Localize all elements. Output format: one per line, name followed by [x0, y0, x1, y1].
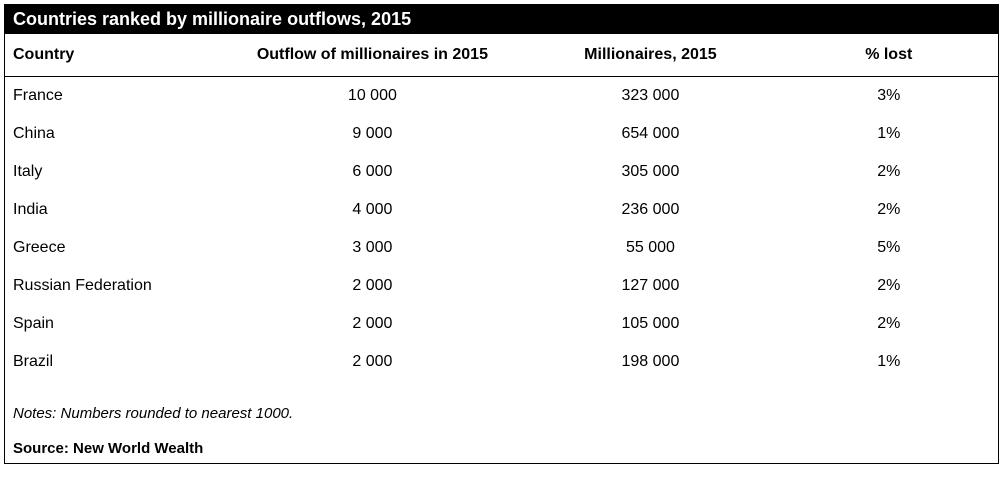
cell-outflow: 4 000: [223, 191, 521, 229]
table-row: China 9 000 654 000 1%: [5, 115, 998, 153]
header-outflow: Outflow of millionaires in 2015: [223, 34, 521, 77]
cell-outflow: 6 000: [223, 153, 521, 191]
cell-pct-lost: 3%: [780, 77, 998, 116]
cell-millionaires: 198 000: [521, 343, 779, 381]
cell-outflow: 2 000: [223, 305, 521, 343]
data-table: Country Outflow of millionaires in 2015 …: [5, 34, 998, 381]
cell-outflow: 3 000: [223, 229, 521, 267]
cell-pct-lost: 5%: [780, 229, 998, 267]
cell-country: Russian Federation: [5, 267, 223, 305]
table-container: Countries ranked by millionaire outflows…: [4, 4, 999, 464]
table-row: Brazil 2 000 198 000 1%: [5, 343, 998, 381]
header-pct-lost: % lost: [780, 34, 998, 77]
cell-pct-lost: 2%: [780, 191, 998, 229]
cell-pct-lost: 2%: [780, 153, 998, 191]
table-notes: Notes: Numbers rounded to nearest 1000.: [5, 381, 998, 434]
cell-country: China: [5, 115, 223, 153]
header-row: Country Outflow of millionaires in 2015 …: [5, 34, 998, 77]
table-row: France 10 000 323 000 3%: [5, 77, 998, 116]
cell-outflow: 2 000: [223, 343, 521, 381]
table-row: Russian Federation 2 000 127 000 2%: [5, 267, 998, 305]
cell-country: Brazil: [5, 343, 223, 381]
cell-millionaires: 236 000: [521, 191, 779, 229]
cell-country: Italy: [5, 153, 223, 191]
table-row: Spain 2 000 105 000 2%: [5, 305, 998, 343]
header-millionaires: Millionaires, 2015: [521, 34, 779, 77]
cell-millionaires: 127 000: [521, 267, 779, 305]
cell-outflow: 10 000: [223, 77, 521, 116]
table-body: France 10 000 323 000 3% China 9 000 654…: [5, 77, 998, 382]
cell-millionaires: 105 000: [521, 305, 779, 343]
cell-country: France: [5, 77, 223, 116]
cell-country: Greece: [5, 229, 223, 267]
table-row: India 4 000 236 000 2%: [5, 191, 998, 229]
table-row: Italy 6 000 305 000 2%: [5, 153, 998, 191]
cell-pct-lost: 1%: [780, 343, 998, 381]
table-row: Greece 3 000 55 000 5%: [5, 229, 998, 267]
header-country: Country: [5, 34, 223, 77]
cell-millionaires: 654 000: [521, 115, 779, 153]
cell-pct-lost: 1%: [780, 115, 998, 153]
cell-pct-lost: 2%: [780, 305, 998, 343]
cell-pct-lost: 2%: [780, 267, 998, 305]
cell-millionaires: 55 000: [521, 229, 779, 267]
cell-outflow: 9 000: [223, 115, 521, 153]
cell-country: Spain: [5, 305, 223, 343]
cell-millionaires: 305 000: [521, 153, 779, 191]
table-source: Source: New World Wealth: [5, 434, 998, 463]
cell-country: India: [5, 191, 223, 229]
cell-outflow: 2 000: [223, 267, 521, 305]
cell-millionaires: 323 000: [521, 77, 779, 116]
table-title: Countries ranked by millionaire outflows…: [5, 5, 998, 34]
